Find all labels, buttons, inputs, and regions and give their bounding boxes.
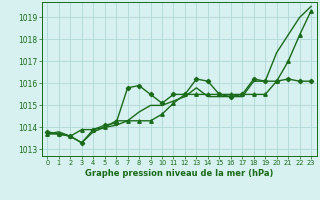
X-axis label: Graphe pression niveau de la mer (hPa): Graphe pression niveau de la mer (hPa) xyxy=(85,169,273,178)
